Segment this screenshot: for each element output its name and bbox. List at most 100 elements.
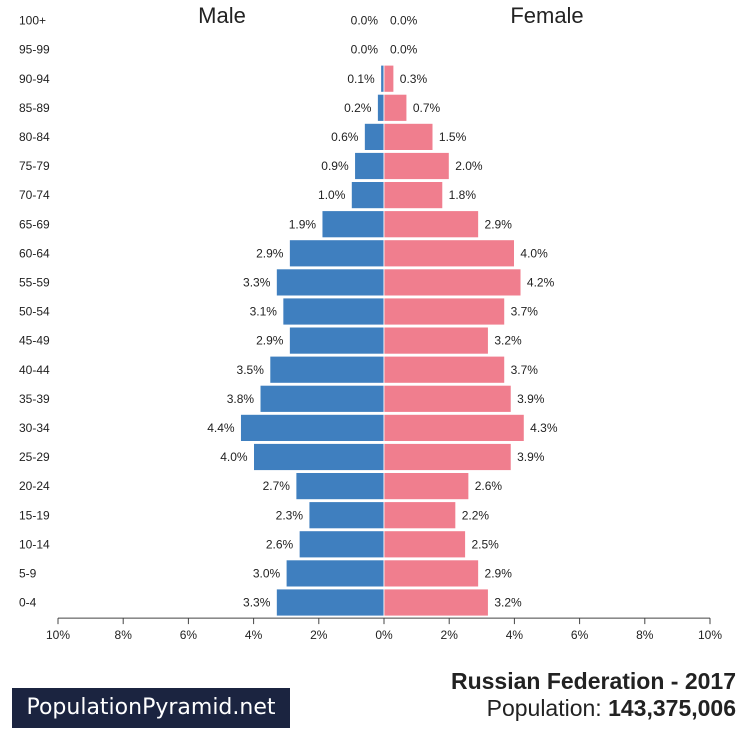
female-bar [383,35,386,64]
male-bar [295,472,385,501]
x-tick-label: 4% [245,628,263,642]
female-value-label: 1.5% [439,130,467,144]
x-tick-label: 2% [441,628,459,642]
male-value-label: 3.0% [253,566,281,580]
x-tick-label: 4% [506,628,524,642]
female-value-label: 3.2% [494,596,522,610]
male-value-label: 3.3% [243,596,271,610]
age-label: 40-44 [19,363,50,377]
male-bar [259,384,385,413]
female-value-label: 0.0% [390,14,418,28]
female-value-label: 4.3% [530,421,558,435]
female-value-label: 3.7% [511,305,539,319]
male-value-label: 3.8% [227,392,255,406]
male-bar [350,181,385,210]
age-label: 55-59 [19,275,50,289]
female-value-label: 2.9% [485,566,513,580]
female-bar [383,355,506,384]
age-label: 45-49 [19,334,50,348]
population-label: Population: [486,695,602,721]
age-label: 15-19 [19,508,50,522]
age-label: 100+ [19,14,46,28]
age-label: 35-39 [19,392,50,406]
male-value-label: 0.0% [351,14,379,28]
female-bar [383,123,434,151]
female-bar [383,210,479,239]
country-year-title: Russian Federation - 2017 [450,668,736,694]
male-bar [377,93,385,122]
female-value-label: 2.0% [455,159,483,173]
female-bar [383,413,525,442]
brand-logo[interactable]: PopulationPyramid.net [12,688,290,728]
male-bar [282,297,385,326]
female-bar [383,472,470,501]
female-bar [383,559,479,588]
x-tick-label: 6% [180,628,198,642]
age-label: 95-99 [19,43,50,57]
male-value-label: 4.4% [207,421,235,435]
age-label: 75-79 [19,159,50,173]
male-value-label: 3.5% [237,363,265,377]
female-bar [383,268,522,297]
female-bar [383,239,515,268]
female-value-label: 2.9% [485,217,513,231]
female-value-label: 2.6% [475,479,503,493]
female-bar [383,93,408,122]
male-bar [253,443,385,471]
x-tick-label: 0% [375,628,393,642]
age-label: 90-94 [19,72,50,86]
male-value-label: 0.0% [351,43,379,57]
age-label: 85-89 [19,101,50,115]
male-value-label: 0.2% [344,101,372,115]
male-bar [240,413,385,442]
population-line: Population: 143,375,006 [487,695,736,722]
male-bar [364,123,385,151]
female-bar [383,326,489,355]
female-value-label: 4.0% [520,246,548,260]
x-tick-label: 8% [115,628,133,642]
age-label: 70-74 [19,188,50,202]
x-tick-label: 6% [571,628,589,642]
female-value-label: 3.9% [517,450,545,464]
female-bar [383,152,450,180]
male-bar [321,210,385,239]
male-value-label: 2.9% [256,246,284,260]
female-value-label: 3.7% [511,363,539,377]
male-value-label: 0.1% [347,72,375,86]
male-bar [289,326,385,355]
age-label: 65-69 [19,217,50,231]
female-bar [383,64,395,93]
female-value-label: 3.9% [517,392,545,406]
x-tick-label: 2% [310,628,328,642]
male-value-label: 2.6% [266,537,294,551]
male-title: Male [198,3,246,28]
female-value-label: 1.8% [449,188,477,202]
female-value-label: 0.3% [400,72,428,86]
female-bar [383,297,506,326]
age-label: 20-24 [19,479,50,493]
population-value: 143,375,006 [608,695,736,721]
female-value-label: 2.2% [462,508,490,522]
male-bar [276,268,385,297]
population-pyramid-chart: Male Female 100+ 0.0% 0.0% 95-99 0.0% 0.0% 90-94… [19,3,722,642]
x-tick-label: 10% [698,628,722,642]
female-bar [383,588,489,617]
female-bar [383,443,512,471]
age-label: 60-64 [19,246,50,260]
age-label: 50-54 [19,305,50,319]
age-label: 5-9 [19,566,37,580]
female-title: Female [510,3,583,28]
age-label: 30-34 [19,421,50,435]
male-bar [276,588,385,617]
male-bar [289,239,385,268]
male-value-label: 4.0% [220,450,248,464]
age-label: 10-14 [19,537,50,551]
female-value-label: 2.5% [472,537,500,551]
male-value-label: 0.6% [331,130,359,144]
female-bar [383,530,466,559]
male-value-label: 2.3% [276,508,304,522]
male-value-label: 0.9% [321,159,349,173]
male-bar [285,559,385,588]
male-bar [298,530,385,559]
x-tick-label: 8% [636,628,654,642]
